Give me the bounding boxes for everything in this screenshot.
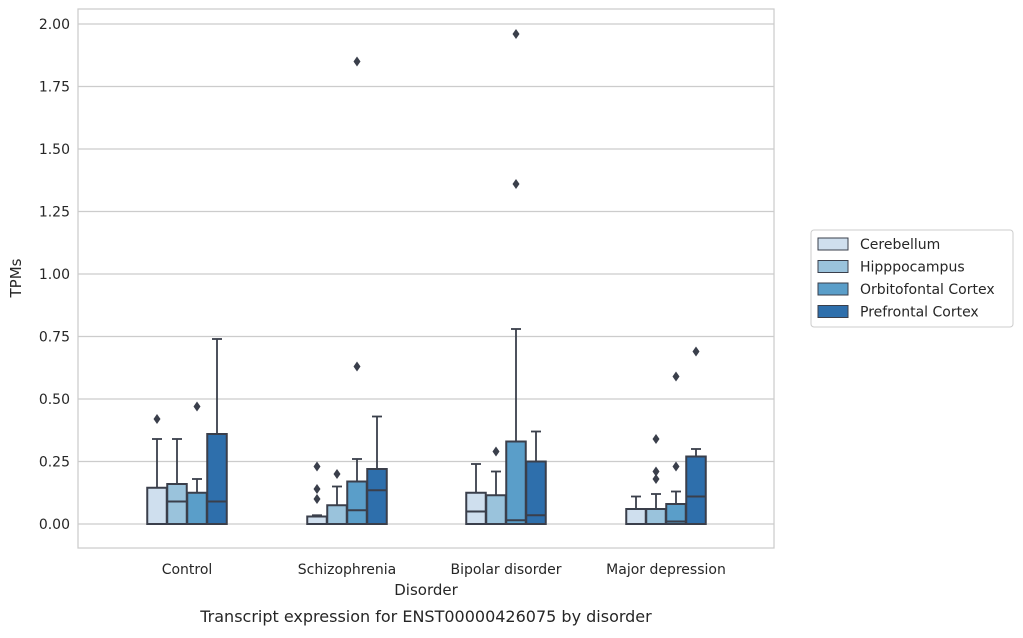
- x-axis-label: Disorder: [394, 581, 458, 599]
- outlier-point: [652, 474, 660, 484]
- box-group: [625, 495, 647, 525]
- legend-item: Orbitofontal Cortex: [817, 282, 995, 298]
- y-axis-label: TPMs: [7, 258, 25, 298]
- y-tick-label: 1.75: [39, 80, 70, 96]
- outlier-point: [153, 414, 161, 424]
- series-prefrontal-cortex: [206, 338, 707, 525]
- y-tick-label: 0.75: [39, 330, 70, 346]
- outlier-point: [652, 434, 660, 444]
- box: [146, 486, 168, 525]
- y-tick-label: 0.00: [39, 517, 70, 533]
- x-tick-labels: Control Schizophrenia Bipolar disorder Majo…: [162, 562, 726, 578]
- y-tick-labels: 0.00 0.25 0.50 0.75 1.00 1.25 1.50 1.75 2.00: [39, 17, 70, 533]
- outlier-point: [672, 371, 680, 382]
- box-group: [505, 29, 527, 525]
- box: [525, 460, 547, 525]
- legend-frame: [810, 229, 1014, 328]
- box-group: [485, 446, 507, 525]
- box: [206, 433, 228, 525]
- x-tick-label: Control: [162, 562, 213, 578]
- outlier-point: [353, 361, 361, 372]
- box-series: [146, 29, 707, 525]
- legend-item: Prefrontal Cortex: [817, 305, 979, 321]
- box-group: [146, 414, 168, 525]
- legend-label: Prefrontal Cortex: [860, 305, 979, 321]
- box-group: [346, 56, 368, 525]
- box: [366, 468, 388, 525]
- y-tick-label: 1.25: [39, 205, 70, 221]
- outlier-point: [512, 179, 520, 189]
- box-group: [525, 430, 547, 525]
- outlier-point: [692, 346, 700, 357]
- legend: Cerebellum Hipppocampus Orbitofontal Corte…: [810, 229, 1014, 328]
- box-group: [645, 434, 667, 525]
- box-group: [326, 469, 348, 525]
- legend-item: Cerebellum: [817, 237, 940, 253]
- legend-item: Hipppocampus: [817, 260, 965, 276]
- legend-swatch: [817, 237, 849, 251]
- series-orbitofontal-cortex: [186, 29, 687, 525]
- y-tick-label: 2.00: [39, 17, 70, 33]
- legend-swatch: [817, 282, 849, 296]
- box: [465, 491, 487, 525]
- box-group: [685, 346, 707, 525]
- legend-label: Cerebellum: [860, 237, 940, 253]
- box-group: [465, 463, 487, 525]
- box-group: [665, 371, 687, 525]
- legend-label: Orbitofontal Cortex: [860, 282, 995, 298]
- box: [625, 508, 647, 525]
- box: [326, 504, 348, 525]
- box: [645, 508, 667, 525]
- box: [166, 483, 188, 525]
- y-tick-label: 0.50: [39, 392, 70, 408]
- outlier-point: [313, 494, 321, 504]
- outlier-point: [333, 469, 341, 479]
- outlier-point: [652, 466, 660, 477]
- outlier-point: [492, 446, 500, 457]
- outlier-point: [313, 461, 321, 472]
- legend-swatch: [817, 305, 849, 318]
- box: [485, 494, 507, 525]
- outlier-point: [672, 461, 680, 472]
- box-group: [206, 338, 228, 525]
- legend-label: Hipppocampus: [860, 260, 965, 276]
- x-tick-label: Bipolar disorder: [450, 562, 561, 578]
- box-group: [306, 461, 328, 525]
- box: [505, 440, 527, 525]
- legend-swatch: [817, 260, 849, 273]
- box: [685, 455, 707, 525]
- y-tick-label: 0.25: [39, 455, 70, 471]
- series-hipppocampus: [166, 434, 667, 525]
- box-group: [166, 438, 188, 525]
- x-tick-label: Schizophrenia: [298, 562, 396, 578]
- gridlines: [78, 23, 774, 525]
- outlier-point: [353, 56, 361, 67]
- y-tick-label: 1.00: [39, 267, 70, 283]
- plot-frame: [77, 8, 775, 549]
- box-group: [366, 415, 388, 525]
- x-tick-label: Major depression: [606, 562, 726, 578]
- outlier-point: [512, 29, 520, 39]
- outlier-point: [193, 401, 201, 412]
- box: [186, 491, 208, 525]
- box-group: [186, 401, 208, 525]
- box: [346, 480, 368, 525]
- chart-caption: Transcript expression for ENST0000042607…: [199, 607, 652, 626]
- box: [306, 515, 328, 525]
- y-tick-label: 1.50: [39, 142, 70, 158]
- outlier-point: [313, 484, 321, 494]
